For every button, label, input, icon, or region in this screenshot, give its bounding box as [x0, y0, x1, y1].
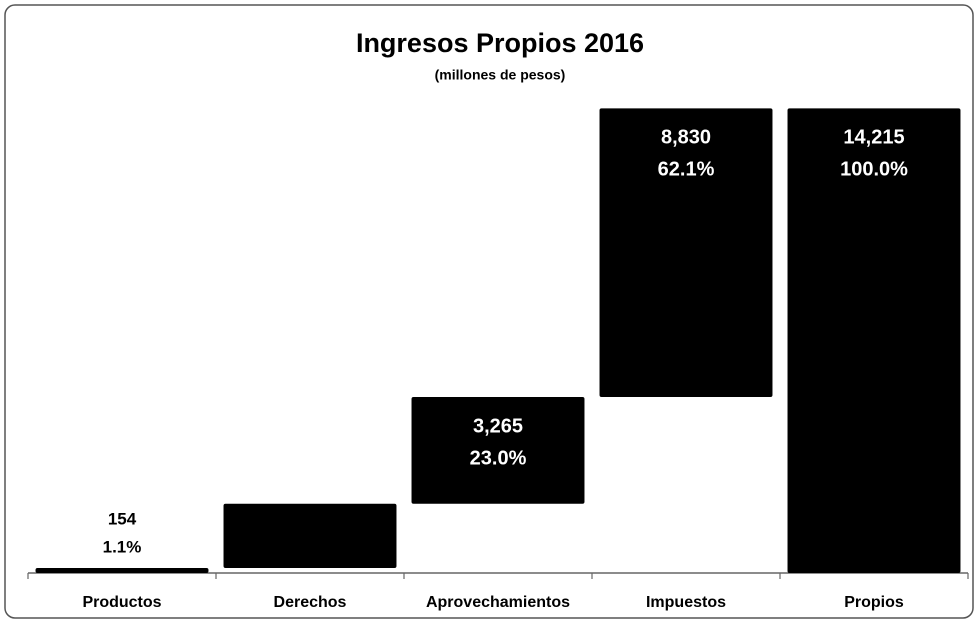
x-tick-label: Derechos [274, 594, 347, 611]
chart-title: Ingresos Propios 2016 [356, 28, 644, 58]
share-label: 1.1% [103, 537, 142, 556]
x-tick-label: Propios [844, 594, 904, 611]
value-label: 3,265 [473, 415, 523, 437]
x-tick-label: Productos [82, 594, 161, 611]
value-label: 14,215 [843, 127, 904, 149]
chart-subtitle: (millones de pesos) [435, 67, 566, 83]
share-label: 100.0% [840, 159, 908, 181]
bar [599, 108, 773, 397]
value-label: 154 [108, 509, 137, 528]
share-label: 23.0% [470, 447, 527, 469]
bar [223, 503, 397, 568]
value-label: 8,830 [661, 127, 711, 149]
bar [787, 108, 961, 573]
x-tick-label: Impuestos [646, 594, 726, 611]
bar [411, 396, 585, 504]
x-tick-label: Aprovechamientos [426, 594, 570, 611]
share-label: 62.1% [658, 159, 715, 181]
bar [35, 567, 209, 573]
